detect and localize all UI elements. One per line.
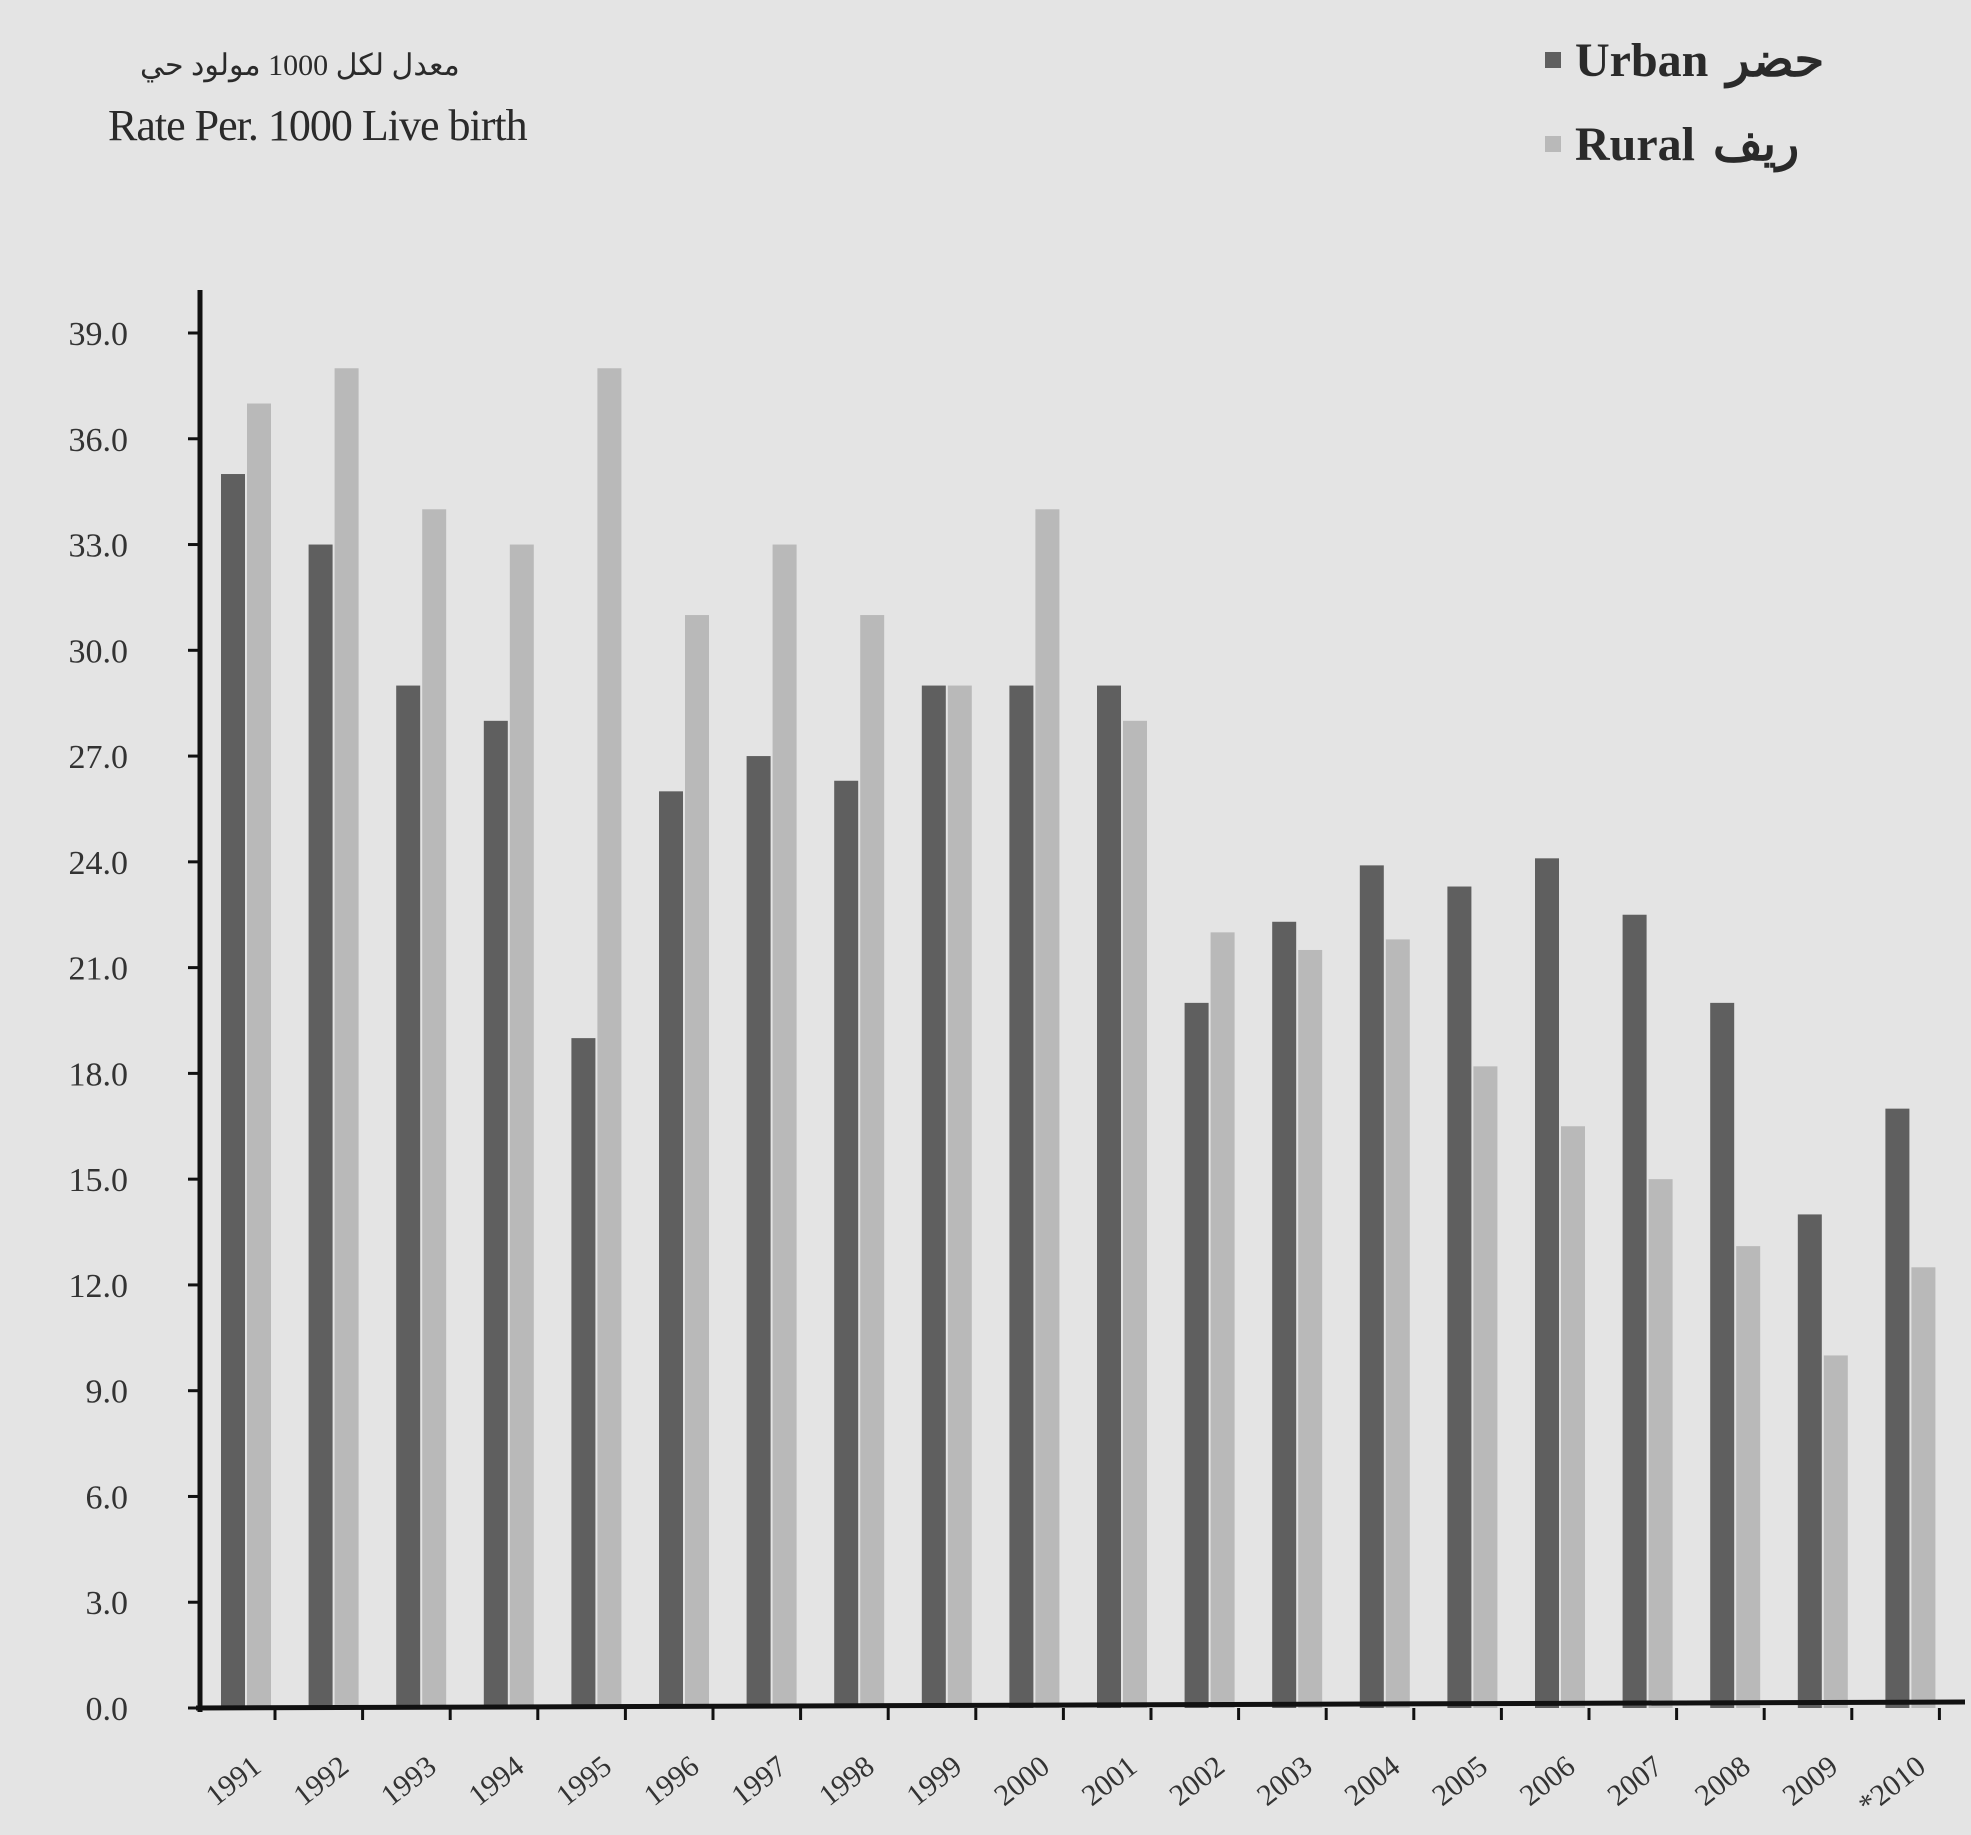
bar-rural	[597, 368, 622, 1709]
bar-rural	[860, 615, 885, 1708]
x-tick-label: 1998	[813, 1750, 881, 1813]
bar-urban	[1885, 1108, 1910, 1708]
bar-rural	[1823, 1355, 1848, 1708]
bar-urban	[396, 685, 421, 1708]
x-tick-label: 1994	[463, 1750, 531, 1813]
legend-label-rural: Rural	[1575, 117, 1695, 171]
bar-rural	[1473, 1066, 1498, 1708]
x-tick-label: 2000	[988, 1750, 1056, 1813]
x-tick-label: 2008	[1689, 1750, 1757, 1813]
legend-swatch-rural	[1545, 136, 1561, 152]
y-tick-label: 3.0	[86, 1585, 129, 1622]
y-tick-label: 21.0	[69, 951, 129, 988]
x-tick-label: 1996	[638, 1750, 706, 1813]
x-tick-label: 2007	[1601, 1750, 1669, 1813]
bar-urban	[308, 544, 333, 1708]
unit-label-english: Rate Per. 1000 Live birth	[108, 101, 528, 150]
y-tick-label: 12.0	[69, 1268, 129, 1305]
bar-rural	[772, 544, 797, 1708]
bar-rural	[947, 685, 972, 1708]
legend-swatch-urban	[1545, 52, 1561, 68]
bar-rural	[1648, 1179, 1673, 1708]
y-tick-label: 15.0	[69, 1162, 129, 1199]
y-tick-label: 18.0	[69, 1056, 129, 1093]
bar-rural	[334, 368, 359, 1709]
x-tick-label: 2002	[1163, 1750, 1231, 1813]
y-tick-label: 24.0	[69, 845, 129, 882]
x-tick-label: 1997	[725, 1750, 793, 1813]
bar-rural	[1210, 932, 1235, 1708]
bar-rural	[247, 403, 271, 1708]
bar-rural	[1035, 509, 1060, 1709]
y-tick-label: 36.0	[69, 422, 129, 459]
legend-label-urban-arabic: حضر	[1726, 34, 1825, 87]
y-tick-label: 6.0	[86, 1479, 129, 1516]
x-tick-label: 2004	[1339, 1750, 1407, 1813]
bar-urban	[834, 780, 859, 1708]
bar-urban	[1184, 1002, 1209, 1708]
legend: Urban حضر Rural ريف	[1545, 18, 1824, 186]
y-tick-label: 27.0	[69, 739, 129, 776]
bar-urban	[1797, 1214, 1822, 1708]
unit-label-arabic: معدل لكل 1000 مولود حي	[140, 49, 460, 82]
bar-urban	[1622, 914, 1647, 1708]
bar-urban	[483, 720, 508, 1708]
x-tick-label: 1999	[901, 1750, 969, 1813]
x-tick-label: 2006	[1514, 1750, 1582, 1813]
legend-label-rural-arabic: ريف	[1713, 118, 1800, 171]
legend-label-urban: Urban	[1575, 33, 1709, 87]
x-tick-label: *2010	[1852, 1750, 1931, 1822]
x-tick-label: 2001	[1076, 1750, 1144, 1813]
x-tick-label: 2009	[1777, 1750, 1845, 1813]
bar-rural	[1298, 949, 1323, 1708]
y-tick-label: 30.0	[69, 633, 129, 670]
legend-item-urban: Urban حضر	[1545, 18, 1824, 102]
bar-urban	[1359, 865, 1384, 1708]
bar-urban	[1272, 921, 1297, 1708]
bar-urban	[1097, 685, 1121, 1708]
bar-urban	[221, 474, 245, 1708]
bar-rural	[1911, 1267, 1936, 1708]
bar-rural	[509, 544, 534, 1708]
bar-urban	[1710, 1002, 1735, 1708]
x-tick-label: 1991	[200, 1750, 268, 1813]
y-tick-label: 0.0	[86, 1691, 129, 1728]
bar-rural	[1123, 720, 1147, 1708]
bar-urban	[1009, 685, 1034, 1708]
bar-urban	[1447, 886, 1472, 1708]
bar-urban	[659, 791, 683, 1708]
y-tick-label: 33.0	[69, 528, 129, 565]
bar-urban	[571, 1038, 596, 1708]
bar-urban	[921, 685, 946, 1708]
y-tick-label: 9.0	[86, 1374, 129, 1411]
bar-rural	[685, 615, 709, 1708]
bar-urban	[746, 756, 771, 1708]
x-tick-label: 2005	[1426, 1750, 1494, 1813]
bar-rural	[1736, 1246, 1761, 1708]
bar-rural	[1561, 1126, 1585, 1708]
x-tick-label: 1992	[287, 1750, 355, 1813]
bar-rural	[422, 509, 447, 1709]
bar-rural	[1385, 939, 1410, 1708]
x-tick-label: 1993	[375, 1750, 443, 1813]
y-tick-label: 39.0	[69, 316, 129, 353]
x-tick-label: 2003	[1251, 1750, 1319, 1813]
legend-item-rural: Rural ريف	[1545, 102, 1824, 186]
x-axis-line	[195, 1699, 1966, 1711]
bar-urban	[1535, 858, 1559, 1708]
x-tick-label: 1995	[550, 1750, 618, 1813]
